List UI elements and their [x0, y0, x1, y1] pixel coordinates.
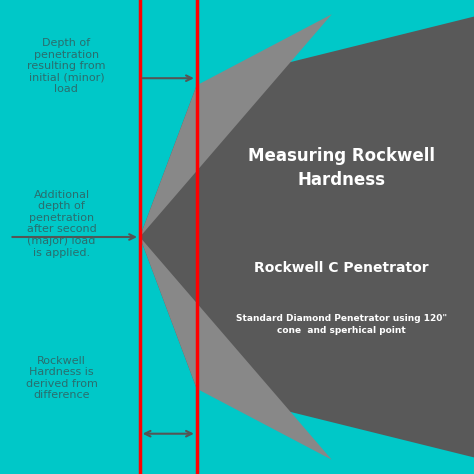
Polygon shape: [140, 237, 332, 460]
Text: Rockwell C Penetrator: Rockwell C Penetrator: [254, 261, 428, 275]
Polygon shape: [140, 14, 474, 460]
Text: Measuring Rockwell
Hardness: Measuring Rockwell Hardness: [248, 147, 435, 189]
Text: Standard Diamond Penetrator using 120"
cone  and sperhical point: Standard Diamond Penetrator using 120" c…: [236, 314, 447, 335]
Polygon shape: [140, 14, 332, 237]
Text: Additional
depth of
penetration
after second
(major) load
is applied.: Additional depth of penetration after se…: [27, 190, 97, 257]
Text: Depth of
penetration
resulting from
initial (minor)
load: Depth of penetration resulting from init…: [27, 38, 106, 94]
Text: Rockwell
Hardness is
derived from
difference: Rockwell Hardness is derived from differ…: [26, 356, 98, 401]
